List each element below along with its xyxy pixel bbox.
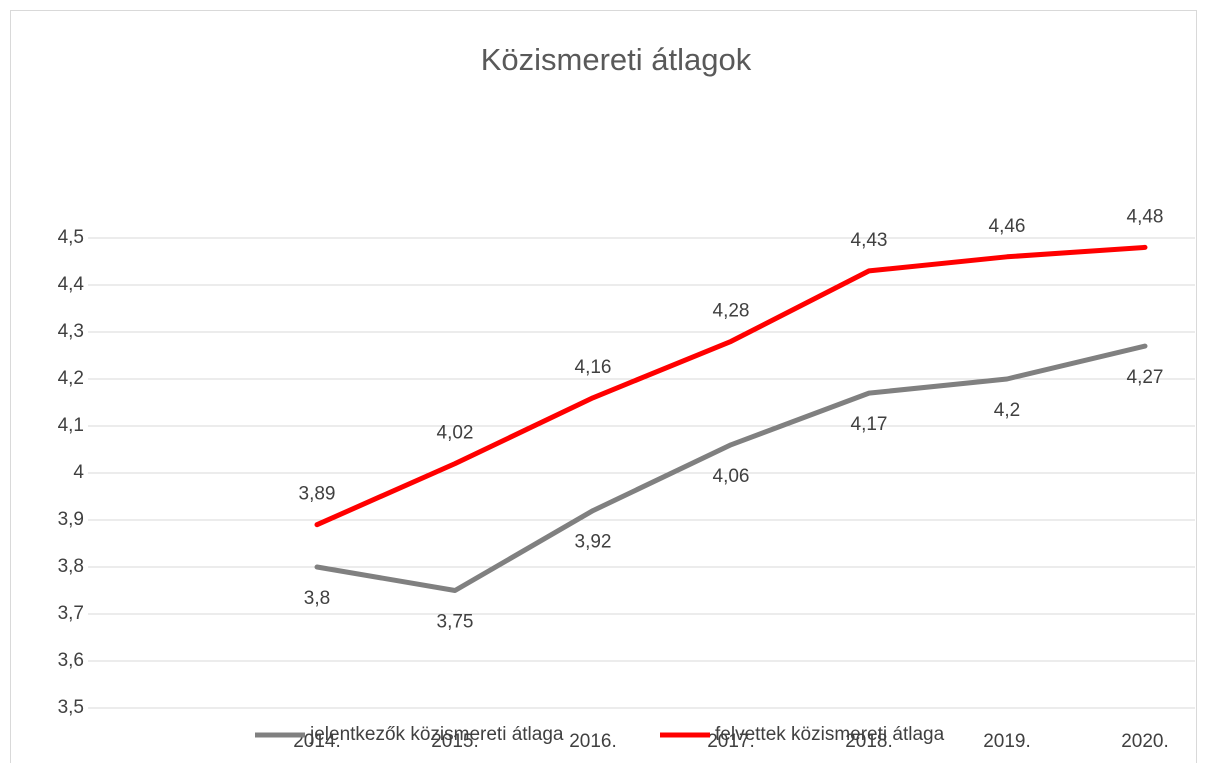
data-label: 4,06 — [713, 466, 750, 487]
y-tick-label: 4,3 — [58, 321, 84, 342]
y-tick-label: 3,6 — [58, 650, 84, 671]
x-tick-label: 2020. — [1121, 731, 1169, 752]
y-tick-label: 3,8 — [58, 556, 84, 577]
y-tick-label: 4,1 — [58, 415, 84, 436]
data-label: 4,16 — [575, 357, 612, 378]
data-label: 3,75 — [437, 612, 474, 633]
x-tick-label: 2017. — [707, 731, 755, 752]
x-tick-label: 2015. — [431, 731, 479, 752]
data-label: 4,48 — [1127, 206, 1164, 227]
series-line — [314, 343, 1148, 593]
x-tick-label: 2016. — [569, 731, 617, 752]
x-tick-label: 2018. — [845, 731, 893, 752]
data-label: 3,92 — [575, 532, 612, 553]
chart-border — [10, 10, 1197, 763]
data-label: 4,27 — [1127, 367, 1164, 388]
data-label: 4,02 — [437, 423, 474, 444]
data-label: 4,28 — [713, 300, 750, 321]
x-tick-label: 2014. — [293, 731, 341, 752]
y-tick-label: 4,5 — [58, 227, 84, 248]
legend-label: felvettek közismereti átlaga — [715, 724, 945, 745]
data-label: 4,43 — [851, 230, 888, 251]
data-label: 3,89 — [299, 484, 336, 505]
data-label: 4,2 — [994, 400, 1020, 421]
y-tick-label: 3,9 — [58, 509, 84, 530]
series-line — [314, 244, 1148, 528]
y-tick-label: 3,7 — [58, 603, 84, 624]
x-tick-label: 2019. — [983, 731, 1031, 752]
chart-title: Közismereti átlagok — [481, 42, 752, 77]
y-tick-label: 4 — [73, 462, 84, 483]
y-tick-label: 3,5 — [58, 697, 84, 718]
y-tick-label: 4,2 — [58, 368, 84, 389]
y-tick-label: 4,4 — [58, 274, 85, 295]
data-label: 4,17 — [851, 414, 888, 435]
data-label: 4,46 — [989, 216, 1026, 237]
legend-label: jelentkezők közismereti átlaga — [309, 724, 564, 745]
data-label: 3,8 — [304, 588, 330, 609]
